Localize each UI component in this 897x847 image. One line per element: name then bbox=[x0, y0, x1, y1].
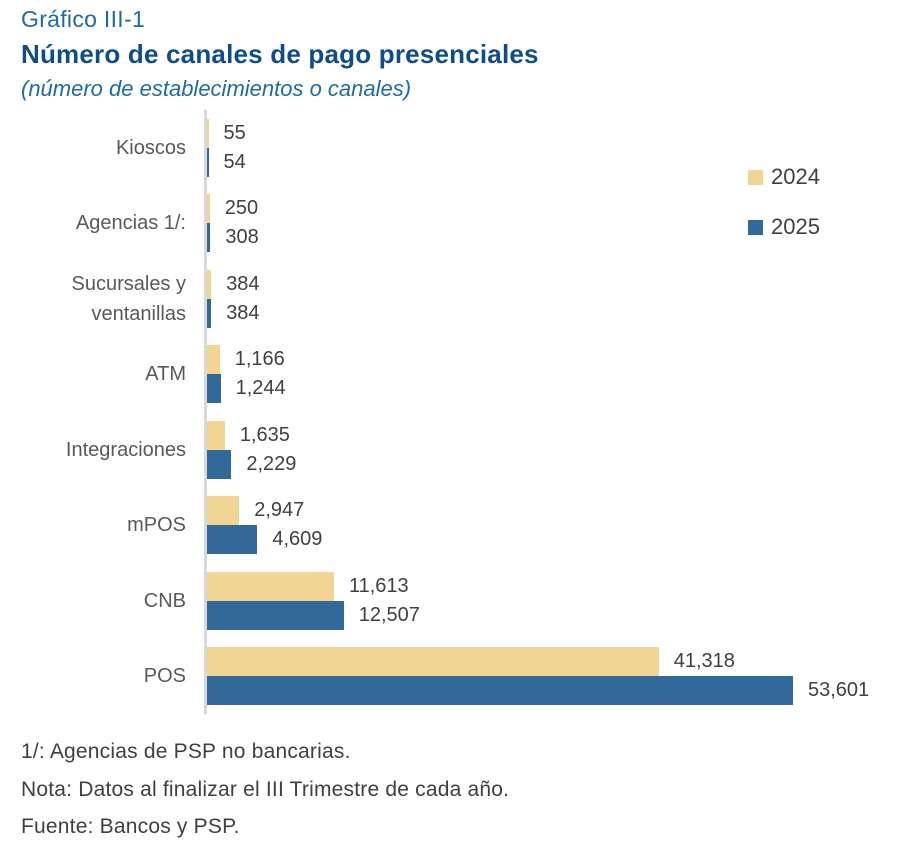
bar-line-2025: 1,244 bbox=[207, 374, 286, 403]
bar-2024 bbox=[207, 345, 220, 374]
bar-group: 1,166 1,244 bbox=[207, 337, 286, 412]
chart-row: ATM 1,166 1,244 bbox=[0, 337, 897, 412]
y-axis-line bbox=[204, 110, 207, 714]
value-label: 2,229 bbox=[246, 452, 297, 475]
bar-line-2025: 384 bbox=[207, 298, 260, 328]
category-label: mPOS bbox=[127, 514, 186, 536]
bar-group: 41,318 53,601 bbox=[207, 639, 869, 714]
category-label: Integraciones bbox=[65, 438, 186, 461]
value-label: 308 bbox=[225, 226, 259, 248]
bar-group: 1,635 2,229 bbox=[207, 412, 296, 487]
bar-group: 250 308 bbox=[207, 186, 259, 261]
chart-row: Agencias 1/: 250 308 bbox=[0, 186, 897, 261]
figure-number: Gráfico III-1 bbox=[21, 6, 146, 32]
category-label: Sucursales y ventanillas bbox=[71, 272, 187, 325]
bar-line-2024: 1,166 bbox=[207, 345, 286, 374]
bar-2025 bbox=[207, 449, 232, 479]
category-label: POS bbox=[143, 665, 186, 687]
category-label: CNB bbox=[143, 589, 186, 612]
bar-line-2025: 308 bbox=[207, 223, 259, 252]
value-label: 1,166 bbox=[234, 348, 285, 370]
bar-line-2024: 250 bbox=[207, 194, 259, 223]
legend-item-2025: 2025 bbox=[748, 214, 820, 240]
bar-line-2024: 384 bbox=[207, 269, 260, 299]
value-label: 4,609 bbox=[272, 528, 323, 550]
chart-row: Sucursales y ventanillas 384 384 bbox=[0, 261, 897, 336]
value-label: 53,601 bbox=[808, 679, 870, 701]
bar-line-2024: 2,947 bbox=[207, 496, 322, 525]
chart-row: mPOS 2,947 4,609 bbox=[0, 488, 897, 563]
value-label: 54 bbox=[223, 150, 246, 173]
value-label: 250 bbox=[224, 197, 259, 219]
plot-area: Kioscos 55 54 Agencias 1/: 250 308 Sucursales … bbox=[0, 110, 897, 714]
category-label: Agencias 1/: bbox=[75, 212, 186, 234]
value-label: 55 bbox=[223, 121, 246, 144]
bar-2024 bbox=[207, 571, 334, 601]
bar-line-2025: 54 bbox=[207, 147, 246, 177]
legend-label: 2024 bbox=[771, 164, 820, 189]
bar-2024 bbox=[207, 647, 659, 676]
bar-2025 bbox=[207, 525, 258, 554]
value-label: 11,613 bbox=[348, 574, 409, 597]
bar-2024 bbox=[207, 118, 209, 148]
bar-2025 bbox=[207, 298, 212, 328]
bar-line-2025: 2,229 bbox=[207, 449, 297, 479]
chart-title: Número de canales de pago presenciales bbox=[21, 39, 539, 69]
value-label: 2,947 bbox=[254, 499, 305, 521]
bar-2025 bbox=[207, 223, 211, 252]
bar-line-2025: 4,609 bbox=[207, 525, 322, 554]
legend-label: 2025 bbox=[771, 214, 820, 239]
bar-line-2024: 11,613 bbox=[207, 571, 420, 601]
value-label: 1,244 bbox=[235, 377, 286, 399]
chart-row: Kioscos 55 54 bbox=[0, 110, 897, 185]
bar-line-2024: 41,318 bbox=[207, 647, 869, 676]
category-label: ATM bbox=[145, 363, 186, 385]
bar-2025 bbox=[207, 374, 221, 403]
legend-swatch-2025-icon bbox=[748, 219, 763, 235]
bar-group: 55 54 bbox=[207, 110, 246, 185]
footnote-2: Nota: Datos al finalizar el III Trimestr… bbox=[21, 777, 510, 801]
bar-line-2025: 53,601 bbox=[207, 676, 869, 705]
legend: 2024 2025 bbox=[748, 164, 820, 240]
value-label: 1,635 bbox=[239, 423, 290, 446]
legend-swatch-2024-icon bbox=[748, 169, 763, 185]
bar-2024 bbox=[207, 269, 212, 299]
value-label: 384 bbox=[226, 272, 260, 295]
bar-2024 bbox=[207, 420, 225, 450]
value-label: 384 bbox=[226, 301, 260, 324]
category-label: Kioscos bbox=[115, 136, 186, 159]
chart-subtitle: (número de establecimientos o canales) bbox=[21, 76, 412, 101]
chart-row: Integraciones 1,635 2,229 bbox=[0, 412, 897, 487]
bar-line-2024: 1,635 bbox=[207, 420, 296, 450]
bar-group: 384 384 bbox=[207, 261, 260, 336]
bar-group: 11,613 12,507 bbox=[207, 563, 420, 638]
bar-2024 bbox=[207, 194, 210, 223]
bar-group: 2,947 4,609 bbox=[207, 488, 322, 563]
bar-line-2024: 55 bbox=[207, 118, 246, 148]
bar-2025 bbox=[207, 676, 793, 705]
chart-row: POS 41,318 53,601 bbox=[0, 639, 897, 714]
value-label: 41,318 bbox=[673, 650, 735, 672]
bar-line-2025: 12,507 bbox=[207, 600, 420, 630]
bar-2025 bbox=[207, 147, 209, 177]
footnote-1: 1/: Agencias de PSP no bancarias. bbox=[21, 740, 351, 763]
footnote-3: Fuente: Bancos y PSP. bbox=[21, 815, 240, 838]
chart-row: CNB 11,613 12,507 bbox=[0, 563, 897, 638]
footnotes: 1/: Agencias de PSP no bancarias. Nota: … bbox=[21, 733, 509, 846]
bar-2025 bbox=[207, 600, 344, 630]
bar-2024 bbox=[207, 496, 240, 525]
legend-item-2024: 2024 bbox=[748, 164, 820, 190]
value-label: 12,507 bbox=[358, 603, 420, 626]
